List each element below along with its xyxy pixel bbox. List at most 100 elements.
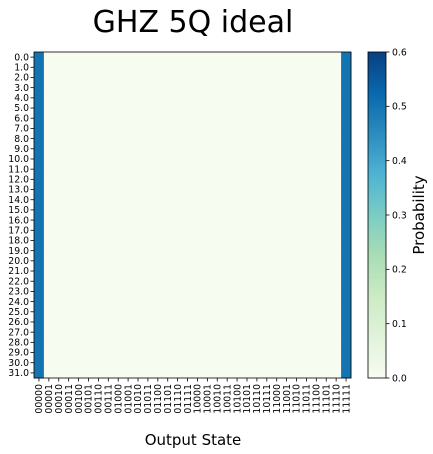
heatmap-cell xyxy=(311,164,322,175)
heatmap-cell xyxy=(63,276,75,287)
heatmap-cell xyxy=(232,194,243,206)
heatmap-cell xyxy=(251,347,263,359)
heatmap-cell xyxy=(93,194,104,206)
heatmap-cell xyxy=(172,306,183,318)
heatmap-cell xyxy=(162,225,174,236)
heatmap-cell xyxy=(202,164,213,175)
heatmap-cell xyxy=(113,357,124,369)
heatmap-cell xyxy=(34,306,45,318)
heatmap-cell xyxy=(311,357,322,369)
colorbar-tick-label: 0.6 xyxy=(392,47,407,58)
heatmap-cell xyxy=(331,133,342,145)
heatmap-cell xyxy=(34,296,45,308)
heatmap-cell xyxy=(242,184,253,196)
heatmap-cell xyxy=(281,306,292,318)
heatmap-cell xyxy=(291,194,302,206)
x-axis-ticks: 0000000001000100001100100001010011000111… xyxy=(34,378,352,414)
y-tick-label: 11.0 xyxy=(8,164,29,175)
heatmap-cell xyxy=(202,123,213,134)
heatmap-cell xyxy=(152,143,164,155)
heatmap-cell xyxy=(222,225,233,236)
heatmap-cell xyxy=(172,62,183,73)
heatmap-cell xyxy=(232,225,243,236)
x-tick-label: 00100 xyxy=(74,384,85,414)
heatmap-cell xyxy=(63,72,75,83)
heatmap-cell xyxy=(331,245,342,257)
heatmap-cell xyxy=(83,367,94,379)
y-tick-label: 9.0 xyxy=(14,144,29,155)
heatmap-cell xyxy=(133,174,144,185)
heatmap-cell xyxy=(291,327,302,338)
heatmap-cell xyxy=(271,276,283,287)
colorbar xyxy=(367,51,387,379)
heatmap-cell xyxy=(53,82,65,94)
heatmap-cell xyxy=(172,255,183,267)
x-tick-label: 11001 xyxy=(282,384,293,414)
x-tick-label: 00001 xyxy=(44,384,55,414)
heatmap-cell xyxy=(43,52,55,63)
heatmap-cell xyxy=(53,52,65,63)
heatmap-cell xyxy=(222,52,233,63)
heatmap-cell xyxy=(93,286,104,297)
heatmap-cell xyxy=(53,235,65,246)
heatmap-cell xyxy=(93,52,104,63)
heatmap-cell xyxy=(103,174,114,185)
heatmap-cell xyxy=(311,174,322,185)
heatmap-cell xyxy=(202,194,213,206)
heatmap-cell xyxy=(162,204,174,216)
y-tick-label: 24.0 xyxy=(8,297,29,308)
heatmap-cell xyxy=(281,164,292,175)
heatmap-cell xyxy=(331,286,342,297)
heatmap-cell xyxy=(182,143,193,155)
heatmap-cell xyxy=(113,174,124,185)
heatmap-cell xyxy=(162,306,174,318)
y-tick-label: 13.0 xyxy=(8,185,29,196)
heatmap-cell xyxy=(162,316,174,328)
heatmap-cell xyxy=(261,245,273,257)
heatmap-cell xyxy=(182,92,193,104)
heatmap-cell xyxy=(73,52,84,63)
heatmap-cell xyxy=(53,276,65,287)
heatmap-cell xyxy=(83,276,94,287)
heatmap-cell xyxy=(321,306,332,318)
x-tick-label: 01001 xyxy=(123,384,134,414)
heatmap-cell xyxy=(212,316,223,328)
heatmap-cell xyxy=(83,113,94,124)
heatmap-cell xyxy=(301,52,312,63)
heatmap-cell xyxy=(152,184,164,196)
heatmap-cell xyxy=(192,194,203,206)
heatmap-cell xyxy=(34,174,45,185)
heatmap-cell xyxy=(331,174,342,185)
heatmap-cell xyxy=(301,102,312,114)
heatmap-cell xyxy=(271,102,283,114)
heatmap-cell xyxy=(242,194,253,206)
x-tick-label: 11010 xyxy=(292,384,303,414)
heatmap-cell xyxy=(222,357,233,369)
heatmap-cell xyxy=(182,184,193,196)
heatmap-cell xyxy=(103,235,114,246)
heatmap-cell xyxy=(301,225,312,236)
heatmap-cell xyxy=(281,194,292,206)
heatmap-cell xyxy=(103,276,114,287)
heatmap-cell xyxy=(331,347,342,359)
heatmap-cell xyxy=(63,255,75,267)
heatmap-cell xyxy=(202,235,213,246)
heatmap-cell xyxy=(321,316,332,328)
heatmap-cell xyxy=(341,235,352,246)
heatmap-cell xyxy=(232,255,243,267)
heatmap-cell xyxy=(83,357,94,369)
heatmap-cell xyxy=(301,113,312,124)
heatmap-cell xyxy=(43,174,55,185)
x-tick-label: 11100 xyxy=(312,384,323,414)
heatmap-cell xyxy=(123,337,134,348)
heatmap-cell xyxy=(152,286,164,297)
heatmap-cell xyxy=(222,296,233,308)
heatmap-cell xyxy=(232,235,243,246)
heatmap-cell xyxy=(331,276,342,287)
heatmap-cell xyxy=(142,255,154,267)
heatmap-cell xyxy=(43,255,55,267)
heatmap-cell xyxy=(142,327,154,338)
heatmap-cell xyxy=(73,265,84,277)
heatmap-cell xyxy=(222,174,233,185)
heatmap-cell xyxy=(93,174,104,185)
